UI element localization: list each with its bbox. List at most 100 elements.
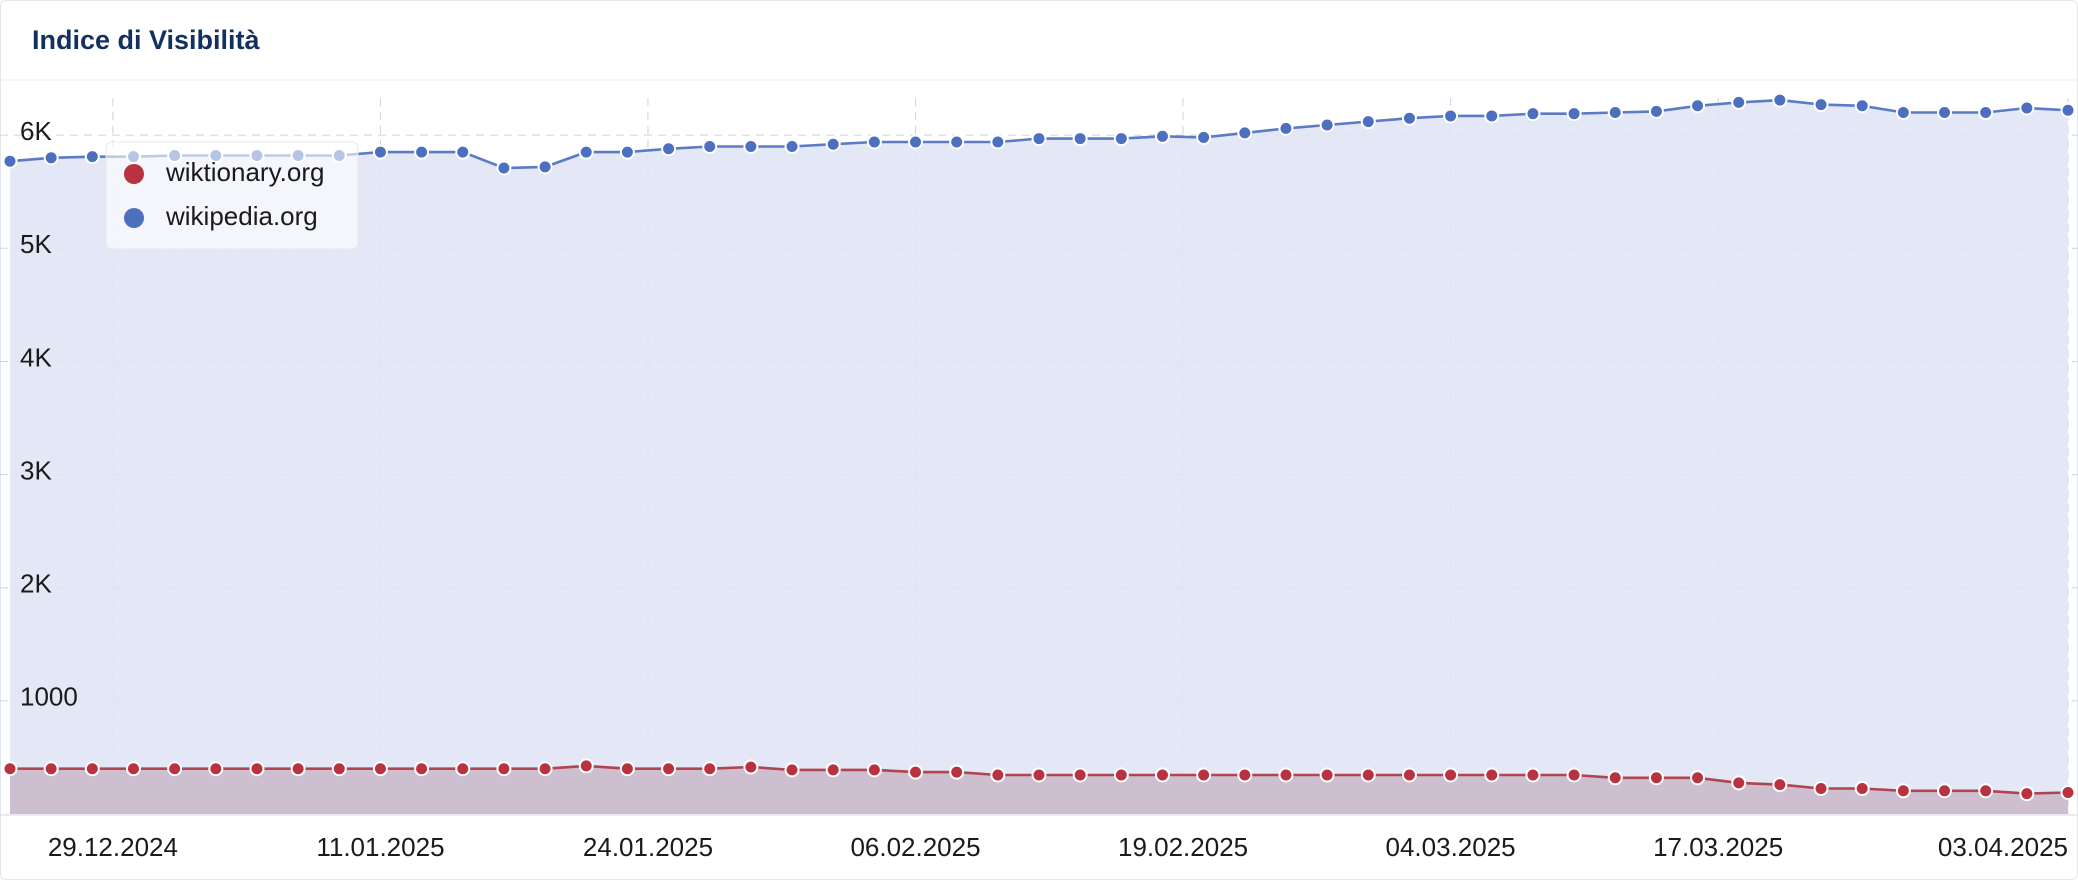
point	[578, 758, 594, 774]
point	[1319, 117, 1335, 133]
point	[1237, 125, 1253, 141]
x-tick-label: 11.01.2025	[316, 832, 444, 862]
point	[1690, 98, 1706, 114]
point	[1154, 767, 1170, 783]
point	[1937, 105, 1953, 121]
point	[1443, 108, 1459, 124]
x-tick-label: 06.02.2025	[850, 832, 980, 862]
point	[825, 762, 841, 778]
point	[1772, 777, 1788, 793]
point	[2060, 785, 2076, 801]
y-tick-label: 1000	[20, 682, 78, 712]
point	[578, 144, 594, 160]
point	[1648, 770, 1664, 786]
legend-marker	[124, 164, 144, 184]
point	[619, 144, 635, 160]
point	[1690, 770, 1706, 786]
point	[372, 144, 388, 160]
point	[866, 134, 882, 150]
point	[702, 761, 718, 777]
point	[2060, 102, 2076, 118]
point	[1813, 781, 1829, 797]
point	[249, 761, 265, 777]
legend-label: wiktionary.org	[165, 157, 324, 187]
point	[1566, 767, 1582, 783]
point	[1319, 767, 1335, 783]
point	[455, 761, 471, 777]
x-tick-label: 17.03.2025	[1653, 832, 1783, 862]
point	[2019, 100, 2035, 116]
point	[784, 138, 800, 154]
point	[1731, 94, 1747, 110]
point	[908, 764, 924, 780]
point	[825, 136, 841, 152]
point	[1895, 783, 1911, 799]
point	[167, 761, 183, 777]
point	[537, 761, 553, 777]
y-tick-label: 2K	[20, 569, 52, 599]
point	[1401, 110, 1417, 126]
point	[208, 761, 224, 777]
point	[414, 144, 430, 160]
point	[661, 141, 677, 157]
point	[619, 761, 635, 777]
point	[1196, 767, 1212, 783]
point	[949, 764, 965, 780]
point	[1484, 108, 1500, 124]
legend-marker	[124, 208, 144, 228]
point	[1566, 106, 1582, 122]
point	[1072, 131, 1088, 147]
point	[2019, 786, 2035, 802]
point	[1813, 97, 1829, 113]
point	[1648, 103, 1664, 119]
point	[1854, 781, 1870, 797]
point	[1731, 775, 1747, 791]
y-tick-label: 4K	[20, 342, 52, 372]
chart-title: Indice di Visibilità	[32, 25, 261, 55]
point	[125, 761, 141, 777]
point	[1154, 128, 1170, 144]
point	[1525, 767, 1541, 783]
point	[1895, 105, 1911, 121]
point	[1854, 98, 1870, 114]
point	[537, 159, 553, 175]
point	[1031, 131, 1047, 147]
x-tick-label: 29.12.2024	[48, 832, 178, 862]
x-tick-label: 03.04.2025	[1938, 832, 2068, 862]
point	[743, 759, 759, 775]
point	[2, 761, 18, 777]
legend-box	[105, 141, 359, 250]
labels: 1000 2K 3K 4K 5K 6K 29.12.2024 11.01.2025 24.01.…	[20, 116, 2068, 862]
point	[1031, 767, 1047, 783]
point	[1484, 767, 1500, 783]
point	[84, 149, 100, 165]
point	[1278, 120, 1294, 136]
point	[496, 160, 512, 176]
point	[784, 762, 800, 778]
x-tick-label: 04.03.2025	[1386, 832, 1516, 862]
point	[43, 150, 59, 166]
x-tick-label: 19.02.2025	[1118, 832, 1248, 862]
point	[414, 761, 430, 777]
point	[2, 153, 18, 169]
point	[290, 761, 306, 777]
point	[1113, 131, 1129, 147]
x-tick-label: 24.01.2025	[583, 832, 713, 862]
y-tick-label: 3K	[20, 455, 52, 485]
point	[1072, 767, 1088, 783]
point	[84, 761, 100, 777]
point	[1772, 92, 1788, 108]
point	[496, 761, 512, 777]
point	[1113, 767, 1129, 783]
legend: wiktionary.org wikipedia.org	[105, 141, 359, 250]
point	[372, 761, 388, 777]
y-tick-label: 6K	[20, 116, 52, 146]
point	[43, 761, 59, 777]
point	[1525, 106, 1541, 122]
point	[743, 138, 759, 154]
point	[661, 761, 677, 777]
point	[1937, 783, 1953, 799]
point	[1401, 767, 1417, 783]
point	[1360, 767, 1376, 783]
